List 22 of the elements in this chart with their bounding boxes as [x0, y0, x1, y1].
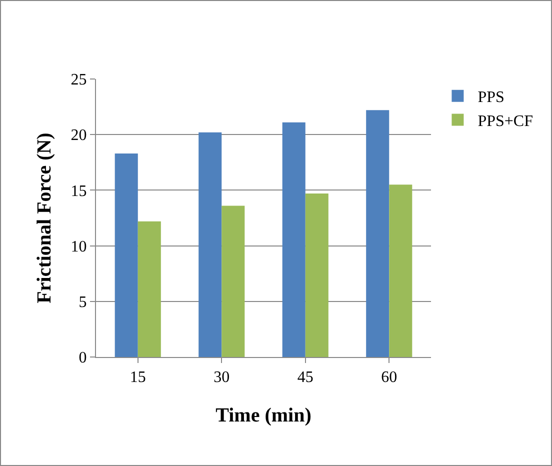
y-tick-label: 5 — [78, 294, 87, 311]
bar — [366, 110, 390, 357]
y-axis-title: Frictional Force (N) — [33, 132, 56, 304]
y-tick-label: 0 — [78, 350, 87, 367]
bar — [282, 122, 306, 357]
x-tick-label: 45 — [297, 369, 314, 386]
y-tick-label: 25 — [70, 72, 87, 89]
bar — [305, 194, 328, 357]
x-axis-title: Time (min) — [216, 404, 312, 427]
bar — [138, 221, 161, 357]
y-tick-label: 20 — [70, 127, 87, 144]
y-tick-label: 15 — [70, 182, 87, 200]
bar — [389, 184, 412, 357]
bar — [222, 206, 245, 357]
legend-label: PPS — [478, 89, 504, 106]
x-tick-label: 60 — [381, 369, 398, 386]
x-tick-label: 15 — [130, 369, 146, 386]
x-tick-label: 30 — [214, 369, 230, 386]
legend-label: PPS+CF — [478, 112, 534, 130]
bar — [198, 132, 222, 357]
y-tick-label: 10 — [70, 238, 87, 256]
bar — [114, 154, 138, 357]
